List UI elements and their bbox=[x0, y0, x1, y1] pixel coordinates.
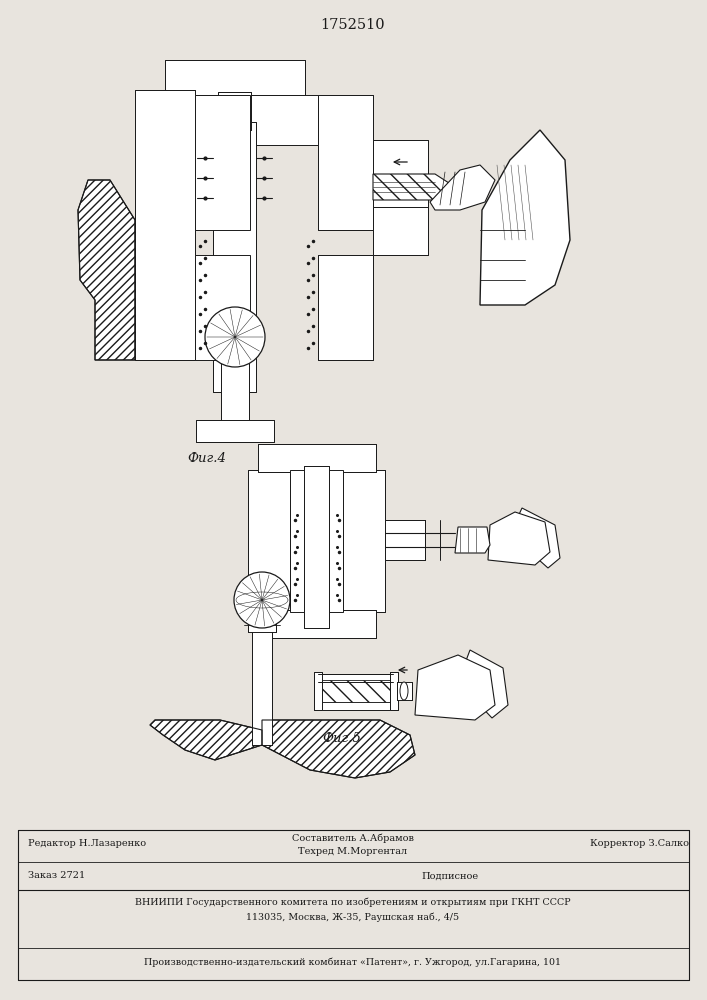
Bar bbox=[304, 466, 329, 628]
Bar bbox=[318, 255, 373, 360]
Polygon shape bbox=[488, 512, 550, 565]
Bar bbox=[135, 90, 195, 360]
Bar bbox=[258, 610, 376, 638]
Bar bbox=[165, 60, 305, 95]
Polygon shape bbox=[262, 720, 415, 778]
Bar bbox=[373, 140, 428, 210]
Bar bbox=[290, 470, 343, 612]
Bar bbox=[213, 122, 256, 392]
Polygon shape bbox=[458, 650, 508, 718]
Polygon shape bbox=[373, 174, 452, 200]
Text: Фиг.4: Фиг.4 bbox=[187, 452, 226, 465]
Bar bbox=[318, 680, 393, 702]
Circle shape bbox=[205, 307, 265, 367]
Bar bbox=[258, 444, 376, 472]
Text: ВНИИПИ Государственного комитета по изобретениям и открытиям при ГКНТ СССР: ВНИИПИ Государственного комитета по изоб… bbox=[135, 897, 571, 907]
Bar bbox=[304, 466, 329, 628]
Polygon shape bbox=[150, 720, 262, 760]
Bar bbox=[318, 702, 393, 710]
Bar bbox=[318, 674, 393, 682]
Bar bbox=[314, 672, 322, 710]
Text: Подписное: Подписное bbox=[421, 871, 479, 880]
Bar bbox=[213, 122, 256, 392]
Bar bbox=[373, 207, 428, 255]
Text: Корректор З.Салко: Корректор З.Салко bbox=[590, 838, 689, 848]
Polygon shape bbox=[430, 165, 495, 210]
Bar bbox=[390, 672, 398, 710]
Bar bbox=[314, 672, 322, 710]
Bar bbox=[195, 95, 250, 230]
Bar bbox=[318, 95, 373, 230]
Polygon shape bbox=[480, 130, 570, 305]
Polygon shape bbox=[78, 180, 135, 360]
Polygon shape bbox=[415, 655, 495, 720]
Bar bbox=[343, 470, 385, 612]
Bar bbox=[248, 620, 276, 632]
Text: Составитель А.Абрамов: Составитель А.Абрамов bbox=[292, 833, 414, 843]
Polygon shape bbox=[455, 527, 490, 553]
Bar bbox=[248, 470, 290, 612]
Ellipse shape bbox=[400, 682, 408, 700]
Bar bbox=[195, 95, 318, 145]
Bar bbox=[218, 92, 251, 130]
Bar bbox=[218, 92, 251, 130]
Bar bbox=[221, 360, 249, 422]
Bar bbox=[252, 627, 272, 745]
Bar bbox=[258, 610, 376, 638]
Bar bbox=[196, 420, 274, 442]
Bar bbox=[397, 682, 412, 700]
Polygon shape bbox=[510, 508, 560, 568]
Text: Заказ 2721: Заказ 2721 bbox=[28, 871, 86, 880]
Bar bbox=[252, 627, 272, 745]
Bar bbox=[318, 255, 373, 360]
Text: Производственно-издательский комбинат «Патент», г. Ужгород, ул.Гагарина, 101: Производственно-издательский комбинат «П… bbox=[144, 957, 561, 967]
Bar bbox=[373, 140, 428, 210]
Bar bbox=[135, 90, 195, 360]
Bar bbox=[207, 92, 262, 125]
Bar bbox=[248, 470, 290, 612]
Bar bbox=[373, 207, 428, 255]
Circle shape bbox=[234, 572, 290, 628]
Text: Фиг.5: Фиг.5 bbox=[322, 732, 361, 745]
Bar bbox=[207, 92, 262, 125]
Bar bbox=[385, 520, 425, 560]
Text: 113035, Москва, Ж-35, Раушская наб., 4/5: 113035, Москва, Ж-35, Раушская наб., 4/5 bbox=[247, 912, 460, 922]
Bar bbox=[221, 360, 249, 422]
Bar bbox=[196, 420, 274, 442]
Bar bbox=[390, 672, 398, 710]
Bar bbox=[258, 444, 376, 472]
Text: Редактор Н.Лазаренко: Редактор Н.Лазаренко bbox=[28, 838, 146, 848]
Bar bbox=[385, 520, 425, 560]
Bar bbox=[195, 255, 250, 360]
Bar bbox=[165, 60, 305, 95]
Text: Техред М.Моргентал: Техред М.Моргентал bbox=[298, 846, 407, 856]
Text: 1752510: 1752510 bbox=[321, 18, 385, 32]
Bar bbox=[318, 95, 373, 230]
Bar bbox=[343, 470, 385, 612]
